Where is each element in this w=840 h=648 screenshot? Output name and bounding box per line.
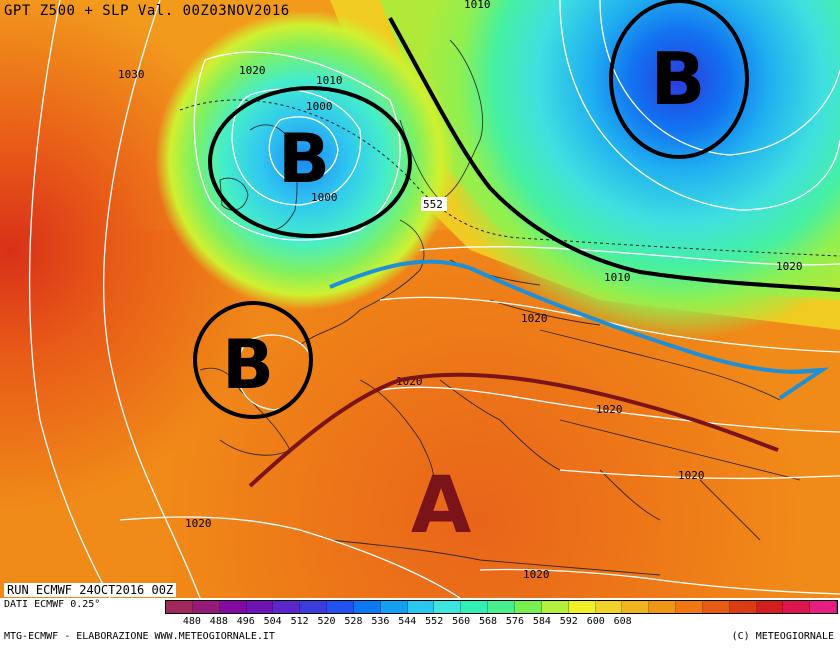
colorbar-swatch xyxy=(488,601,515,613)
run-info: RUN ECMWF 24OCT2016 00Z xyxy=(4,583,177,597)
colorbar-swatch xyxy=(300,601,328,613)
low-iberia: B xyxy=(193,301,313,419)
colorbar-swatch xyxy=(810,601,838,613)
warm-jet-line xyxy=(248,372,779,488)
contour-552 xyxy=(179,99,840,257)
colorbar-tick: 576 xyxy=(505,616,524,627)
colorbar-tick: 544 xyxy=(398,616,417,627)
isobar-label: 1020 xyxy=(596,403,623,416)
colorbar-swatch xyxy=(219,601,247,613)
colorbar-swatch xyxy=(649,601,677,613)
colorbar-swatch xyxy=(192,601,220,613)
colorbar-swatch xyxy=(407,601,435,613)
isobar-label: 1010 xyxy=(316,74,343,87)
isobar-label: 1000 xyxy=(311,191,338,204)
low-ring xyxy=(193,301,313,419)
colorbar-tick: 608 xyxy=(613,616,632,627)
coastlines xyxy=(199,39,801,576)
high-letter: A xyxy=(411,461,471,551)
cold-jet-arrow xyxy=(329,259,821,374)
low-letter: B xyxy=(222,326,274,405)
jet-cold xyxy=(329,259,830,400)
colorbar-swatch xyxy=(514,601,542,613)
colorbar-swatch xyxy=(756,601,784,613)
colorbar-swatch xyxy=(622,601,650,613)
colorbar-tick: 528 xyxy=(344,616,363,627)
colorbar-tick: 536 xyxy=(371,616,390,627)
low-letter: B xyxy=(651,37,706,121)
colorbar-tick: 520 xyxy=(317,616,336,627)
z500-trough-nw xyxy=(0,0,840,598)
colorbar-ticks: 480 488 496 504 512 520 528 536 544 552 560 568 576 5… xyxy=(165,616,838,628)
colorbar-tick: 600 xyxy=(586,616,605,627)
colorbar-tick: 592 xyxy=(559,616,578,627)
colorbar-swatch xyxy=(434,601,462,613)
isobar-labels: 1030 1020 1010 1000 1000 552 1010 1020 1… xyxy=(118,0,803,581)
cold-jet-arrowhead xyxy=(778,367,830,400)
colorbar-swatch xyxy=(568,601,596,613)
low-ne: B xyxy=(609,0,749,159)
credit-right: (C) METEOGIORNALE xyxy=(731,631,834,642)
low-ring xyxy=(609,0,749,159)
colorbar-swatch xyxy=(461,601,489,613)
colorbar-tick: 560 xyxy=(452,616,471,627)
low-ring xyxy=(208,86,412,238)
colorbar-tick: 488 xyxy=(209,616,228,627)
colorbar-tick: 504 xyxy=(263,616,282,627)
isobar-label: 1010 xyxy=(604,271,631,284)
isobar-label: 1000 xyxy=(306,100,333,113)
colorbar-swatch xyxy=(353,601,381,613)
colorbar xyxy=(165,600,838,614)
colorbar-tick: 568 xyxy=(479,616,498,627)
label-bg xyxy=(421,197,447,211)
colorbar-swatch xyxy=(246,601,274,613)
isobar-label: 1020 xyxy=(523,568,550,581)
trough-axis xyxy=(388,17,840,292)
colorbar-tick: 512 xyxy=(290,616,309,627)
isobar-label: 1020 xyxy=(776,260,803,273)
colorbar-swatch xyxy=(595,601,623,613)
colorbar-swatch xyxy=(676,601,703,613)
weather-map: 1030 1020 1010 1000 1000 552 1010 1020 1… xyxy=(0,0,840,598)
colorbar-tick: 480 xyxy=(182,616,201,627)
low-nw: B xyxy=(208,86,412,238)
isobar-label: 1020 xyxy=(521,312,548,325)
colorbar-tick: 496 xyxy=(236,616,255,627)
isobar-label: 552 xyxy=(423,198,443,211)
isobar-label: 1020 xyxy=(185,517,212,530)
isobar-label: 1010 xyxy=(464,0,491,11)
data-source: DATI ECMWF 0.25° xyxy=(4,599,101,610)
colorbar-swatch xyxy=(380,601,408,613)
colorbar-swatch xyxy=(541,601,569,613)
colorbar-swatch xyxy=(783,601,811,613)
credit-left: MTG-ECMWF - ELABORAZIONE WWW.METEOGIORNA… xyxy=(4,631,275,642)
colorbar-swatch xyxy=(327,601,354,613)
colorbar-tick: 584 xyxy=(532,616,551,627)
map-title: GPT Z500 + SLP Val. 00Z03NOV2016 xyxy=(4,3,290,19)
colorbar-swatch xyxy=(273,601,301,613)
colorbar-swatch xyxy=(702,601,730,613)
isobar-label: 1020 xyxy=(239,64,266,77)
colorbar-swatch xyxy=(729,601,757,613)
colorbar-tick: 552 xyxy=(425,616,444,627)
isobar-label: 1020 xyxy=(678,469,705,482)
isobar-label: 1030 xyxy=(118,68,145,81)
colorbar-swatch xyxy=(166,601,193,613)
low-letter: B xyxy=(278,120,330,199)
